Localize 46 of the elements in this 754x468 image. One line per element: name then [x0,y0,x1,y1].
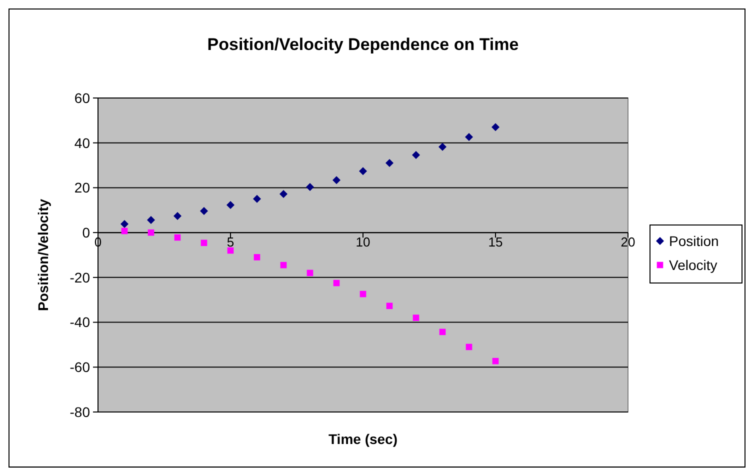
point [120,220,128,228]
point [121,228,128,234]
point [306,270,314,276]
chart-title: Position/Velocity Dependence on Time [207,35,519,54]
point [465,133,473,142]
point [386,302,393,310]
point [492,123,500,132]
point [227,247,234,254]
point [386,159,394,168]
point [200,240,208,246]
legend-label: Position [669,232,719,249]
point [412,314,420,321]
y-tick-label: -40 [70,314,90,330]
y-axis-title: Position/Velocity [35,198,51,312]
point [333,280,340,286]
point [280,190,288,198]
point [148,229,154,236]
point [254,254,260,260]
point [147,216,155,224]
point [253,194,261,203]
point [280,262,287,268]
legend-label: Velocity [669,256,718,273]
point [438,142,446,151]
y-tick-label: -20 [70,269,90,286]
point [174,212,182,220]
point [492,358,499,364]
y-tick-label: 40 [74,134,90,151]
x-tick-label: 5 [226,234,234,250]
point [226,200,234,209]
y-tick-label: -80 [70,404,90,420]
point [200,207,208,216]
x-tick-label: 10 [356,234,370,250]
y-tick-label: 20 [74,180,90,196]
point [439,328,446,336]
y-tick-label: 60 [74,90,90,106]
y-tick-label: -60 [70,359,90,376]
point [412,150,420,159]
point [466,344,472,350]
x-tick-label: 20 [620,234,636,250]
point [174,234,181,241]
x-axis-title: Time (sec) [328,431,398,447]
point [360,290,366,298]
point [306,183,314,192]
x-tick-label: 15 [488,234,503,250]
point [332,176,340,184]
point [359,167,367,176]
